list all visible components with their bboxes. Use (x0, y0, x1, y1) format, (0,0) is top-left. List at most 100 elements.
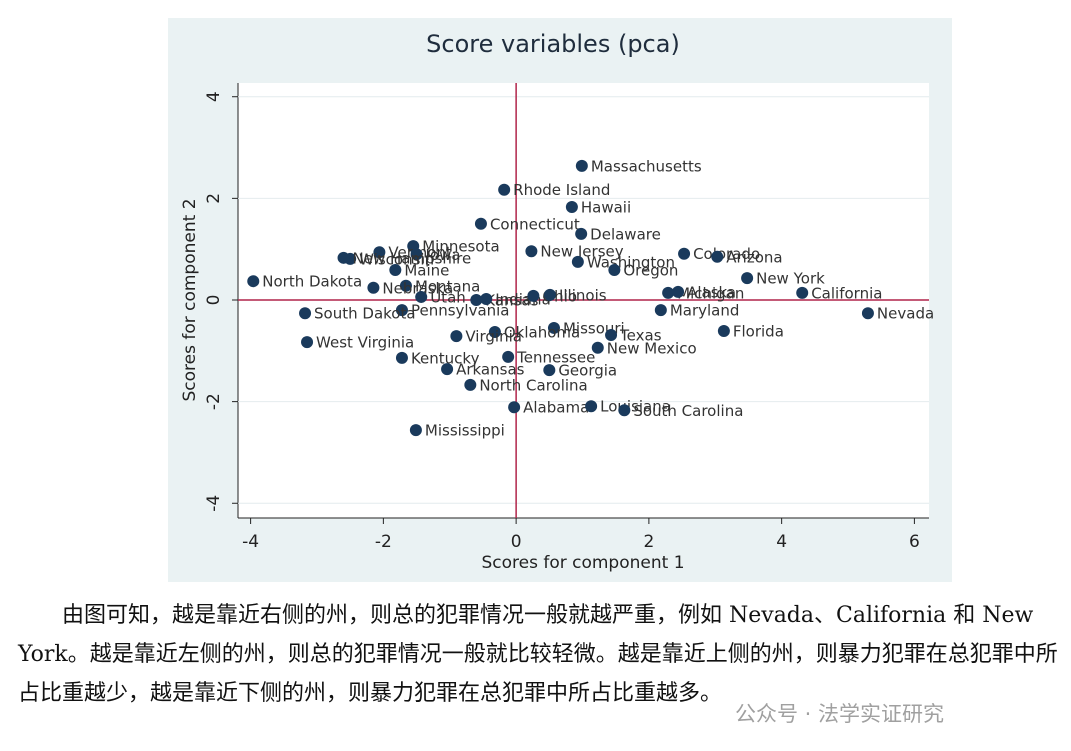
point (409, 424, 422, 437)
point (672, 285, 685, 298)
x-axis-label: Scores for component 1 (481, 553, 684, 573)
x-tick-label: 4 (776, 532, 787, 552)
point (415, 290, 428, 303)
point (527, 289, 540, 302)
point-label: Maryland (670, 302, 740, 320)
point (575, 227, 588, 240)
point (543, 288, 556, 301)
point-label: Colorado (693, 245, 760, 263)
point (301, 336, 314, 349)
point-label: New York (756, 270, 825, 288)
point-label: Nebraska (382, 279, 453, 297)
point (711, 250, 724, 263)
point (543, 364, 556, 377)
point (395, 351, 408, 364)
point (337, 251, 350, 264)
point (547, 321, 560, 334)
point-label: Texas (619, 327, 662, 345)
x-tick-label: -4 (242, 532, 259, 552)
point-label: Nevada (877, 305, 934, 323)
point (502, 350, 515, 363)
y-tick-label: 0 (204, 295, 224, 306)
point (399, 279, 412, 292)
point (662, 286, 675, 299)
point (618, 404, 631, 417)
point-label: Hawaii (581, 198, 631, 216)
point-label: Oregon (623, 262, 678, 280)
point-label: Massachusetts (591, 157, 702, 175)
point (605, 329, 618, 342)
point (389, 264, 402, 277)
point-label: Louisiana (600, 398, 671, 416)
point-label: Iowa (426, 246, 461, 264)
point (470, 293, 483, 306)
point (585, 400, 598, 413)
point-label: New Mexico (607, 339, 697, 357)
point-label: South Carolina (633, 402, 743, 420)
paragraph: 由图可知，越是靠近右侧的州，则总的犯罪情况一般就越严重，例如 Nevada、Ca… (18, 603, 1058, 706)
x-tick-label: 2 (643, 532, 654, 552)
point-label: Florida (733, 322, 784, 340)
point (373, 246, 386, 259)
point-label: Minnesota (422, 238, 499, 256)
point-label: Michigan (677, 284, 744, 302)
point (464, 378, 477, 391)
point (410, 248, 423, 261)
y-tick-label: 4 (204, 91, 224, 102)
point (571, 255, 584, 268)
x-tick-label: -2 (375, 532, 392, 552)
point (247, 275, 260, 288)
x-tick-label: 6 (909, 532, 920, 552)
point (741, 272, 754, 285)
chart-title: Score variables (pca) (426, 30, 680, 58)
point-label: Connecticut (490, 215, 580, 233)
point-label: Virginia (465, 328, 522, 346)
point-label: Kentucky (411, 349, 480, 367)
point-label: Alabama (523, 399, 589, 417)
point-label: Maine (404, 262, 449, 280)
point-label: West Virginia (316, 334, 414, 352)
point (608, 264, 621, 277)
point (796, 286, 809, 299)
point-label: Wisconsin (359, 250, 434, 268)
point-label: Utah (430, 288, 466, 306)
point-label: South Dakota (314, 305, 416, 323)
point-label: Mississippi (425, 422, 505, 440)
point (717, 324, 730, 337)
point (474, 217, 487, 230)
point-label: Pennsylvania (411, 302, 510, 320)
point-label: New Hampshire (353, 249, 472, 267)
point-label: Kansas (485, 291, 538, 309)
point-label: Illinois (559, 286, 607, 304)
point-label: California (811, 284, 882, 302)
point-label: Alaska (687, 283, 736, 301)
point-label: Montana (415, 277, 480, 295)
point-label: Arkansas (456, 361, 525, 379)
x-tick-label: 0 (511, 532, 522, 552)
point-label: Arizona (726, 248, 782, 266)
point-label: Oklahoma (504, 324, 580, 342)
point (575, 159, 588, 172)
point (299, 307, 312, 320)
y-tick-label: 2 (204, 193, 224, 204)
point (525, 245, 538, 258)
point (367, 281, 380, 294)
point-label: Delaware (590, 225, 661, 243)
chart: Score variables (pca) Scores for compone… (168, 18, 952, 582)
y-tick-label: -2 (204, 393, 224, 410)
point-label: Rhode Island (513, 181, 610, 199)
point (450, 330, 463, 343)
point (678, 247, 691, 260)
point (498, 183, 511, 196)
point (654, 304, 667, 317)
point-label: North Dakota (262, 273, 362, 291)
y-axis-label: Scores for component 2 (180, 198, 200, 401)
point (480, 292, 493, 305)
point-label: North Carolina (479, 376, 587, 394)
point (591, 341, 604, 354)
point (441, 363, 454, 376)
point-label: Washington (587, 253, 675, 271)
point (565, 200, 578, 213)
point-label: Tennessee (516, 348, 595, 366)
